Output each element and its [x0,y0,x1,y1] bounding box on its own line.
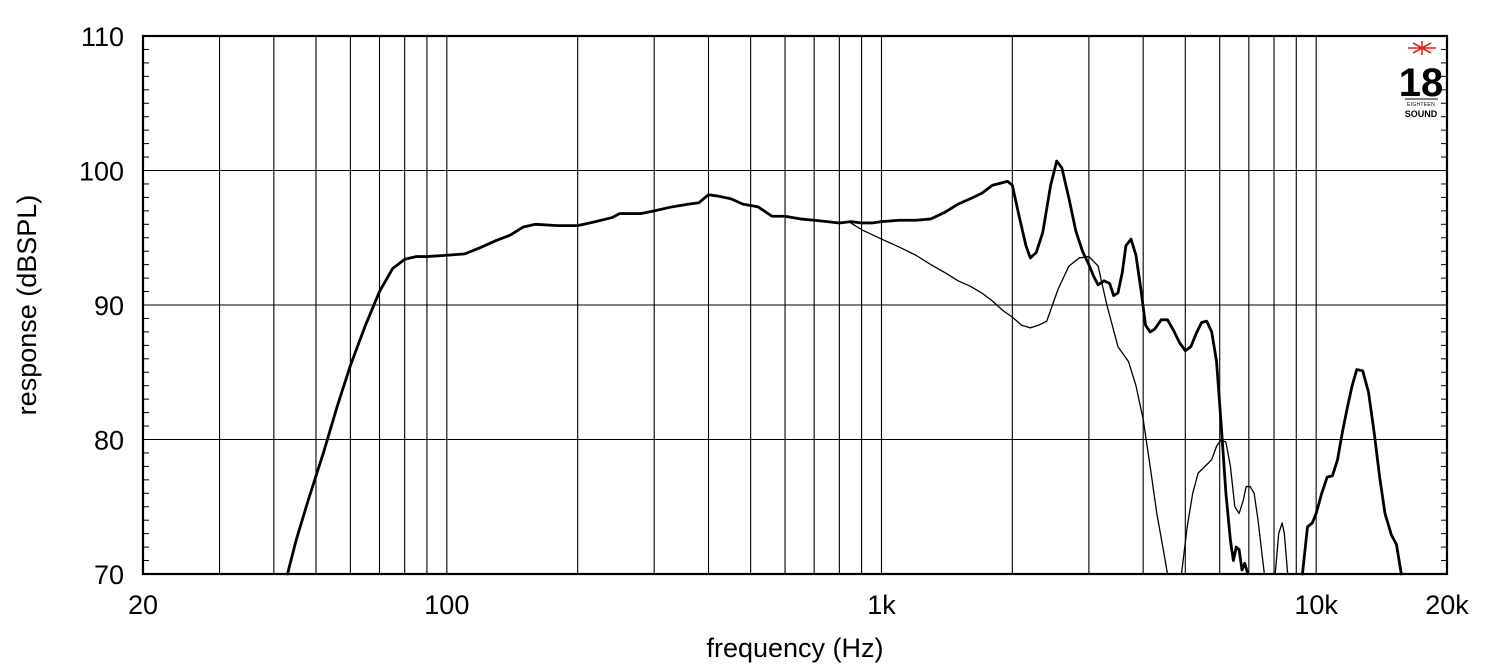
response-curve-thin-2 [850,222,1169,575]
y-tick-label: 110 [81,22,124,52]
y-axis-title: response (dBSPL) [12,195,42,416]
x-axis-title: frequency (Hz) [706,633,883,663]
brand-logo: 18 EIGHTEEN SOUND [1399,41,1444,119]
plot-frame [141,34,1449,576]
x-tick-label: 1k [867,590,896,620]
x-tick-label: 100 [424,590,469,620]
y-tick-labels: 70 80 90 100 110 [79,22,124,590]
response-curve-thick-1 [1301,368,1403,576]
x-tick-label: 10k [1294,590,1338,620]
x-tick-labels: 20 100 1k 10k 20k [128,590,1469,620]
logo-small-text: EIGHTEEN [1407,102,1435,108]
x-tick-label: 20k [1425,590,1469,620]
y-tick-label: 80 [94,426,124,456]
response-curves [286,159,1403,576]
y-tick-label: 70 [94,560,124,590]
response-curve-thin-3 [1180,438,1265,575]
star-icon [1408,41,1436,55]
y-tick-label: 100 [79,157,124,187]
logo-number: 18 [1399,61,1444,105]
response-curve-thick-0 [286,159,1249,576]
y-tick-label: 90 [94,291,124,321]
logo-word: SOUND [1405,109,1438,119]
grid-lines [143,36,1447,574]
x-tick-label: 20 [128,590,158,620]
response-curve-thin-4 [1274,522,1289,575]
